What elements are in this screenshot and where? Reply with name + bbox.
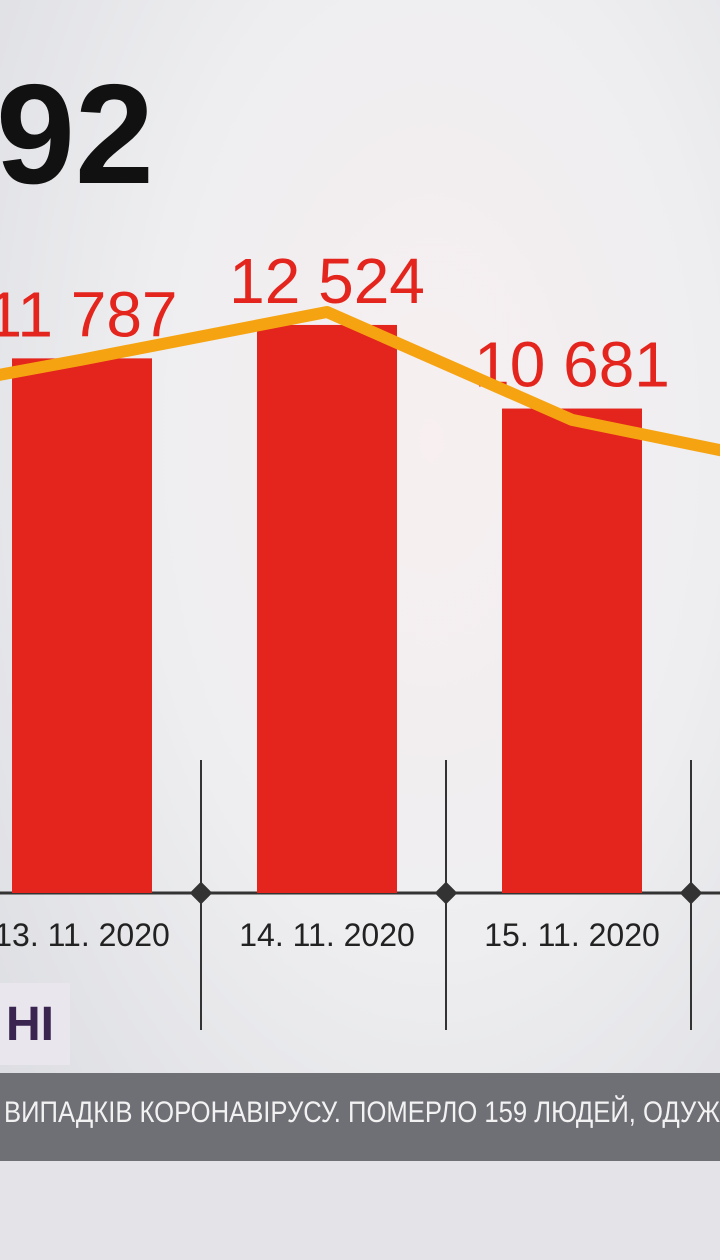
x-tick-label: 14. 11. 2020 <box>239 917 415 953</box>
bottom-strip <box>0 1161 720 1260</box>
value-label: 12 524 <box>229 245 425 317</box>
x-tick-label: 13. 11. 2020 <box>0 917 170 953</box>
bar <box>502 408 642 893</box>
ticker-text: ВИПАДКІВ КОРОНАВІРУСУ. ПОМЕРЛО 159 ЛЮДЕЙ… <box>4 1095 720 1129</box>
tag-box <box>0 983 70 1065</box>
bar <box>12 358 152 893</box>
ticker-bar <box>0 1073 720 1161</box>
tag-text: НІ <box>6 998 54 1051</box>
plot: 13. 11. 2020 14. 11. 2020 15. 11. 2020 11 7… <box>0 245 720 953</box>
value-label: 11 787 <box>0 278 178 350</box>
headline: 92 <box>0 55 154 214</box>
x-tick-label: 15. 11. 2020 <box>484 917 660 953</box>
bar <box>257 324 397 893</box>
trend-line <box>0 305 720 457</box>
